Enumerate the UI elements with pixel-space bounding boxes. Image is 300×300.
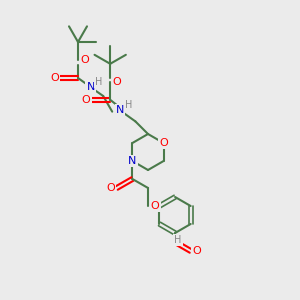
Text: O: O (106, 183, 115, 193)
Text: H: H (95, 77, 102, 87)
Text: H: H (125, 100, 133, 110)
Text: O: O (113, 77, 122, 87)
Text: N: N (116, 105, 124, 116)
Text: O: O (81, 55, 89, 65)
Text: N: N (86, 82, 95, 92)
Text: H: H (174, 235, 182, 245)
Text: N: N (128, 156, 136, 166)
Text: O: O (82, 95, 91, 105)
Text: O: O (51, 73, 59, 83)
Text: O: O (159, 138, 168, 148)
Text: O: O (151, 201, 159, 211)
Text: O: O (192, 246, 201, 256)
